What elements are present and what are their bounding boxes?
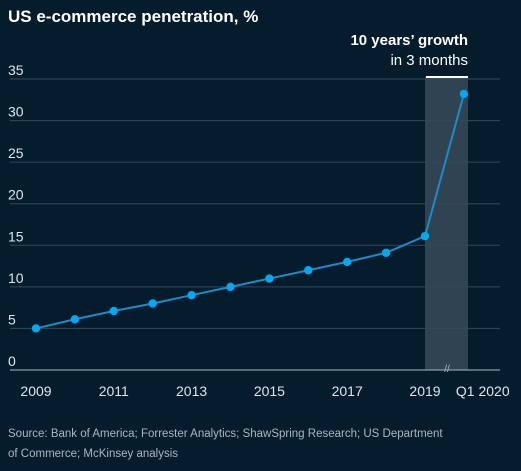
y-tick-label: 20 [8,187,24,203]
data-point-2013 [187,290,196,300]
x-tick-label: 2013 [176,383,207,399]
y-tick-label: 30 [8,104,24,120]
data-point-2012 [148,299,157,308]
x-tick-label: 2011 [99,383,129,399]
highlight-band [425,77,468,370]
annotation-subtitle: in 3 months [390,52,468,69]
x-tick-label: 2019 [409,383,440,399]
data-point-2011 [109,306,119,316]
source-note-line-2: of Commerce; McKinsey analysis [8,448,178,460]
data-points [31,89,469,333]
data-point-q1-2020 [459,89,469,99]
data-point-2014 [226,282,235,292]
data-point-2019 [420,231,430,241]
y-tick-label: 15 [8,228,24,244]
x-axis: 2009 2011 2013 2015 2017 2019 Q1 2020 [20,383,509,399]
gridlines [10,78,500,371]
y-tick-label: 25 [8,145,24,161]
series-line-path [35,93,465,330]
axis-break-mark: // [444,364,450,375]
data-point-2009 [31,324,41,333]
y-tick-label: 10 [8,270,24,286]
x-tick-label: 2015 [254,383,285,399]
y-tick-label: 35 [8,62,24,78]
y-tick-label: 0 [8,353,16,369]
x-tick-label: 2009 [20,383,51,399]
data-point-2015 [265,274,274,283]
data-point-2018 [381,248,391,257]
data-point-2017 [343,257,352,267]
series-line [35,93,465,330]
source-note-line-1: Source: Bank of America; Forrester Analy… [8,428,443,440]
x-tick-label: Q1 2020 [456,383,510,399]
data-point-2010 [70,315,80,324]
x-tick-label: 2017 [332,383,363,399]
y-tick-label: 5 [8,311,16,327]
annotation-title: 10 years’ growth [350,32,468,49]
y-axis: 0 5 10 15 20 25 30 35 [8,62,24,369]
highlight-region [425,77,468,370]
chart-title: US e-commerce penetration, % [8,7,258,26]
data-point-2016 [304,266,313,275]
